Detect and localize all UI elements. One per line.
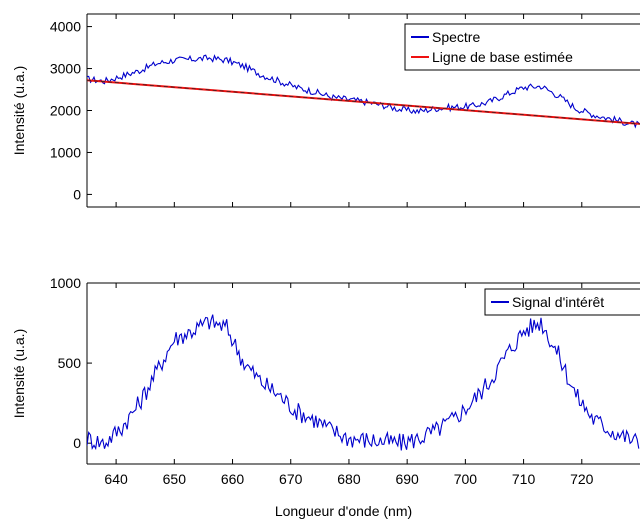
spectrum-panel: 0 1000 2000 3000 4000 Intensité (u.a.) Spectre…: [11, 13, 640, 208]
x-tick-label: 720: [570, 471, 594, 487]
y-tick-label: 0: [73, 186, 81, 202]
y-tick-label: 500: [58, 355, 82, 371]
y-tick-label: 0: [73, 435, 81, 451]
legend-label: Signal d'intérêt: [512, 294, 604, 310]
series-line-0: [87, 314, 640, 451]
y-axis-label: Intensité (u.a.): [11, 329, 27, 419]
y-tick-label: 3000: [50, 61, 81, 77]
x-tick-label: 650: [163, 471, 187, 487]
y-tick-label: 1000: [50, 275, 81, 291]
x-tick-label: 710: [512, 471, 536, 487]
legend-label: Ligne de base estimée: [432, 49, 573, 65]
x-axis-label: Longueur d'onde (nm): [275, 503, 412, 519]
legend-box: [484, 288, 640, 316]
baseline-dash: [87, 79, 640, 125]
legend-label: Spectre: [432, 29, 480, 45]
y-axis-label: Intensité (u.a.): [11, 66, 27, 156]
legend-box: [404, 23, 640, 71]
y-tick-label: 2000: [50, 103, 81, 119]
x-tick-label: 670: [279, 471, 303, 487]
x-tick-label: 680: [337, 471, 361, 487]
x-tick-label: 690: [395, 471, 419, 487]
x-tick-label: 660: [221, 471, 245, 487]
y-tick-label: 1000: [50, 144, 81, 160]
x-tick-label: 640: [104, 471, 128, 487]
x-tick-label: 700: [454, 471, 478, 487]
y-tick-label: 4000: [50, 19, 81, 35]
signal-panel: 0 500 1000 640 650 660 670 680 690 700 710 720 Inten…: [11, 275, 640, 519]
